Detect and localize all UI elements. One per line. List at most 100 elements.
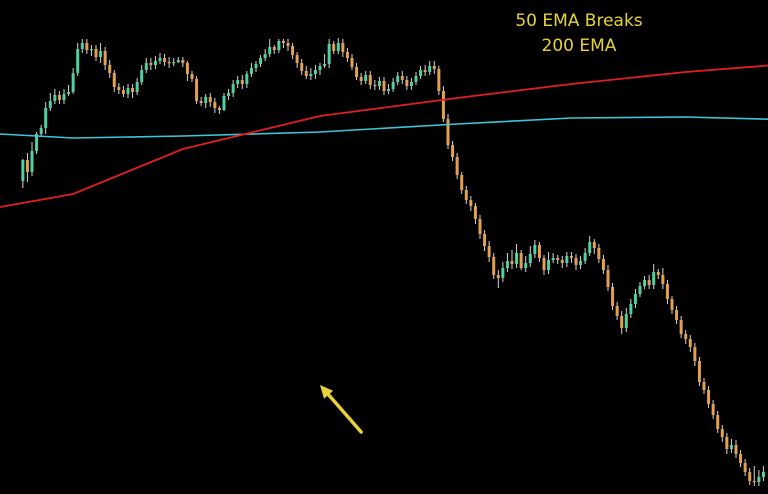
candle-body [455, 157, 459, 175]
candle-body [25, 160, 29, 172]
candle-body [702, 382, 706, 390]
candle-body [48, 101, 52, 108]
candle-body [140, 70, 144, 82]
candle-body [126, 88, 130, 94]
candle [199, 97, 203, 106]
candle-body [345, 52, 349, 58]
candle [140, 65, 144, 85]
candle [460, 172, 464, 194]
candle [629, 299, 633, 318]
candle-body [373, 85, 377, 87]
candle-body [423, 70, 427, 72]
candle-body [249, 68, 253, 74]
candle [729, 439, 733, 453]
candle [195, 76, 199, 104]
candle [80, 39, 84, 53]
candle [409, 78, 413, 90]
candle-body [281, 41, 285, 43]
candle-body [524, 263, 528, 268]
candle [688, 335, 692, 352]
candle [373, 80, 377, 90]
candle-body [574, 258, 578, 265]
candle [547, 252, 551, 274]
candle [592, 239, 596, 254]
candle-body [428, 66, 432, 72]
candle-body [89, 49, 93, 51]
candle [213, 98, 217, 113]
candle-body [597, 248, 601, 259]
candle-body [446, 119, 450, 145]
candle [350, 54, 354, 70]
candle-body [208, 97, 212, 102]
candle-body [693, 347, 697, 361]
candle-body [579, 261, 583, 265]
candle [204, 94, 208, 108]
candle [556, 255, 560, 264]
candle [245, 71, 249, 88]
candle [711, 400, 715, 419]
candle [121, 86, 125, 97]
candle [652, 264, 656, 289]
candle [464, 186, 468, 204]
candle [551, 253, 555, 263]
candle [85, 39, 89, 54]
candle-body [359, 77, 363, 81]
candle [336, 38, 340, 54]
candle [716, 411, 720, 433]
candle-body [419, 70, 423, 76]
candle [345, 48, 349, 62]
candle-body [670, 299, 674, 310]
candle [757, 470, 761, 486]
candle [153, 56, 157, 69]
candle [181, 57, 185, 67]
candle-body [629, 304, 633, 314]
candle [510, 250, 514, 269]
candle-body [656, 272, 660, 275]
candle-body [323, 64, 327, 66]
candle-body [437, 69, 441, 91]
candle-body [405, 80, 409, 86]
candle [661, 268, 665, 289]
candle [574, 254, 578, 270]
candle-body [615, 306, 619, 316]
candle [295, 52, 299, 68]
candle-body [473, 206, 477, 219]
candle [341, 39, 345, 57]
candle-body [195, 79, 199, 101]
candle [309, 68, 313, 80]
candle-body [652, 272, 656, 285]
candle-body [236, 80, 240, 84]
candle-body [464, 190, 468, 200]
candle-body [135, 82, 139, 92]
candle-body [661, 275, 665, 284]
candle-body [483, 234, 487, 246]
candle [675, 306, 679, 324]
candle [144, 58, 148, 73]
candle [469, 196, 473, 211]
candle-body [382, 81, 386, 91]
candle-body [638, 286, 642, 294]
candle [638, 282, 642, 297]
arrow-shaft [326, 393, 363, 434]
candle-body [716, 415, 720, 429]
candle-body [496, 275, 500, 278]
candle-body [601, 259, 605, 270]
candle [624, 308, 628, 332]
candle-body [414, 76, 418, 82]
candle-body [39, 128, 43, 134]
candle-body [409, 82, 413, 86]
candle [537, 242, 541, 262]
annotation-label-line-2: 200 EMA [541, 36, 617, 56]
candle-body [108, 65, 112, 73]
candle [240, 75, 244, 89]
candle [697, 357, 701, 386]
candle-body [752, 481, 756, 483]
candle [414, 72, 418, 85]
candle [542, 255, 546, 275]
candle-body [725, 437, 729, 449]
candle [478, 215, 482, 239]
candle [304, 66, 308, 79]
candle-body [734, 445, 738, 454]
candle [515, 244, 519, 268]
candle [149, 58, 153, 70]
